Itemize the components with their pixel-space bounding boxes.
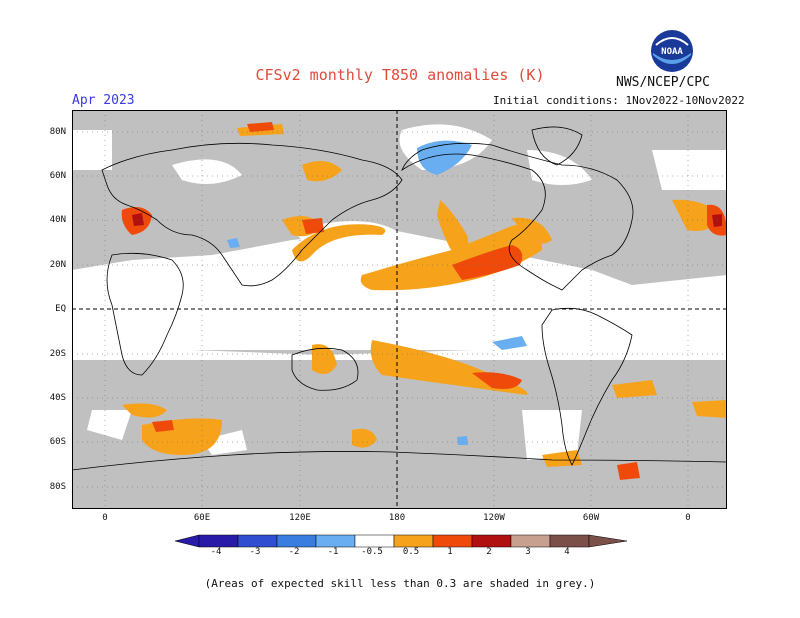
lon-label-0-left: 0	[102, 513, 108, 523]
pos-region-mexico	[512, 217, 552, 244]
lat-label-80n: 80N	[49, 127, 66, 137]
lat-label-60n: 60N	[49, 171, 66, 181]
anomaly-map	[72, 110, 727, 509]
skill-footnote: (Areas of expected skill less than 0.3 a…	[204, 577, 596, 590]
lat-label-40s: 40S	[49, 393, 66, 403]
forecast-month: Apr 2023	[72, 93, 135, 108]
colorbar-label-plus3: 3	[525, 547, 531, 557]
neg-region-small-b	[457, 436, 468, 445]
lat-label-eq: EQ	[55, 304, 66, 314]
pos-region-atlantic-south	[612, 380, 657, 398]
colorbar-swatch-plus3	[510, 534, 551, 548]
pos-region-east-pacific-core	[452, 245, 523, 280]
chart-title: CFSv2 monthly T850 anomalies (K)	[255, 66, 545, 84]
pos-region-pacific-arc	[292, 224, 386, 262]
pos-region-atlantic-south-b	[692, 400, 727, 418]
pos-region-south-africa	[122, 403, 167, 418]
logo-text: NOAA	[661, 47, 683, 57]
colorbar-swatch-minus1	[315, 534, 356, 548]
neg-region-south-pacific	[492, 336, 527, 350]
colorbar-label-minus4: -4	[210, 547, 222, 557]
colorbar-swatch-minus4	[198, 534, 239, 548]
lat-label-40n: 40N	[49, 215, 66, 225]
positive-anomaly-regions-0-5	[122, 124, 727, 467]
pos-region-aus-east	[352, 428, 377, 448]
colorbar-label-plus2: 2	[486, 547, 492, 557]
colorbar-label-plus4: 4	[564, 547, 570, 557]
lon-label-180: 180	[388, 513, 406, 523]
colorbar-swatch-minus3	[237, 534, 278, 548]
lon-label-60e: 60E	[193, 513, 211, 523]
coastlines	[72, 126, 727, 471]
colorbar-label-plus1: 1	[447, 547, 453, 557]
neg-region-small-a	[227, 238, 240, 248]
pos-region-sa-south	[542, 450, 582, 467]
initial-conditions: Initial conditions: 1Nov2022-10Nov2022	[493, 94, 745, 107]
lon-label-60w: 60W	[582, 513, 600, 523]
pos-region-sa-tip	[617, 462, 640, 480]
pos-region-southern-ocean-core	[152, 420, 174, 432]
colorbar-label-minus3: -3	[249, 547, 261, 557]
negative-anomaly-regions	[227, 140, 527, 445]
colorbar	[175, 534, 627, 548]
pos-region-east-pacific	[360, 223, 542, 291]
positive-anomaly-regions-2	[132, 213, 722, 227]
colorbar-swatch-neutral	[354, 534, 395, 548]
colorbar-label-plus0-5: 0.5	[402, 547, 420, 557]
lon-label-0-right: 0	[685, 513, 691, 523]
colorbar-swatch-lt-minus4	[175, 534, 200, 548]
colorbar-label-minus0-5: -0.5	[361, 547, 383, 557]
colorbar-swatch-plus2	[471, 534, 512, 548]
pos-region-aus-west	[312, 344, 337, 374]
graticule	[72, 110, 727, 509]
pos-region-japan-core	[302, 218, 324, 234]
lat-label-80s: 80S	[49, 482, 66, 492]
lat-label-20n: 20N	[49, 260, 66, 270]
noaa-logo: NOAA	[651, 30, 693, 72]
pos-region-arctic-core	[247, 122, 274, 132]
lon-label-120w: 120W	[483, 513, 505, 523]
pos-region-south-pacific-core	[472, 372, 522, 389]
lat-label-60s: 60S	[49, 437, 66, 447]
lat-label-20s: 20S	[49, 349, 66, 359]
colorbar-swatch-minus2	[276, 534, 317, 548]
colorbar-swatch-plus0-5	[393, 534, 434, 548]
pos-region-north-pacific-arm	[437, 200, 469, 260]
colorbar-label-minus2: -2	[288, 547, 300, 557]
colorbar-label-minus1: -1	[327, 547, 339, 557]
lon-label-120e: 120E	[289, 513, 311, 523]
agency-label: NWS/NCEP/CPC	[616, 75, 710, 90]
colorbar-swatch-gt-plus4	[588, 534, 627, 548]
colorbar-swatch-plus4	[549, 534, 590, 548]
colorbar-swatch-plus1	[432, 534, 473, 548]
neg-region-greenland	[417, 140, 472, 175]
